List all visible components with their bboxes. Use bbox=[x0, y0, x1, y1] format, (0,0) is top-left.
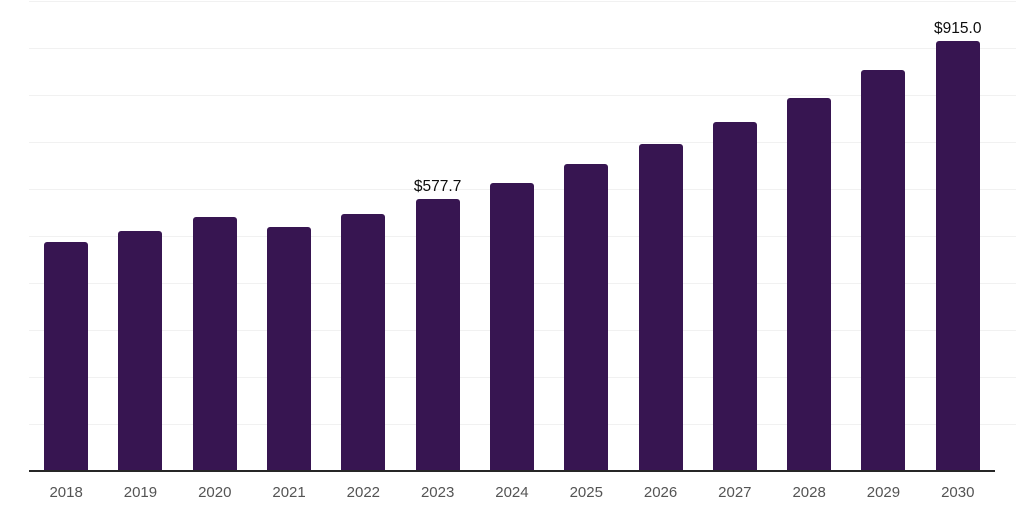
data-label-2030: $915.0 bbox=[934, 19, 982, 37]
x-tick-label-2026: 2026 bbox=[643, 484, 678, 501]
gridline bbox=[29, 94, 1016, 96]
gridline bbox=[29, 0, 1016, 2]
x-tick-label-2023: 2023 bbox=[420, 484, 455, 501]
gridline bbox=[29, 141, 1016, 143]
data-label-2023: $577.7 bbox=[413, 178, 462, 196]
x-tick-label-2018: 2018 bbox=[49, 484, 83, 501]
x-axis-line bbox=[29, 469, 995, 472]
x-tick-label-2029: 2029 bbox=[866, 484, 901, 501]
x-tick-label-2027: 2027 bbox=[718, 484, 752, 501]
bar-2025[interactable] bbox=[564, 164, 609, 471]
bar-2023[interactable] bbox=[415, 199, 460, 471]
bar-2028[interactable] bbox=[787, 98, 832, 471]
bar-2022[interactable] bbox=[341, 213, 386, 471]
bar-2030[interactable] bbox=[935, 40, 980, 471]
x-tick-label-2019: 2019 bbox=[123, 484, 158, 501]
x-tick-label-2030: 2030 bbox=[941, 484, 975, 501]
gridline bbox=[29, 47, 1016, 49]
x-tick-label-2025: 2025 bbox=[569, 484, 603, 501]
bar-2027[interactable] bbox=[712, 122, 757, 471]
bar-2018[interactable] bbox=[44, 241, 89, 471]
x-tick-label-2028: 2028 bbox=[792, 484, 826, 501]
bar-2024[interactable] bbox=[489, 182, 534, 471]
x-tick-label-2021: 2021 bbox=[272, 484, 306, 501]
x-tick-label-2020: 2020 bbox=[198, 484, 232, 501]
bar-2019[interactable] bbox=[118, 231, 163, 471]
x-tick-label-2024: 2024 bbox=[495, 484, 529, 501]
bar-2026[interactable] bbox=[638, 144, 683, 471]
x-tick-label-2022: 2022 bbox=[346, 484, 381, 501]
bar-2029[interactable] bbox=[861, 70, 906, 471]
bar-2020[interactable] bbox=[192, 217, 237, 471]
bar-2021[interactable] bbox=[267, 227, 312, 471]
